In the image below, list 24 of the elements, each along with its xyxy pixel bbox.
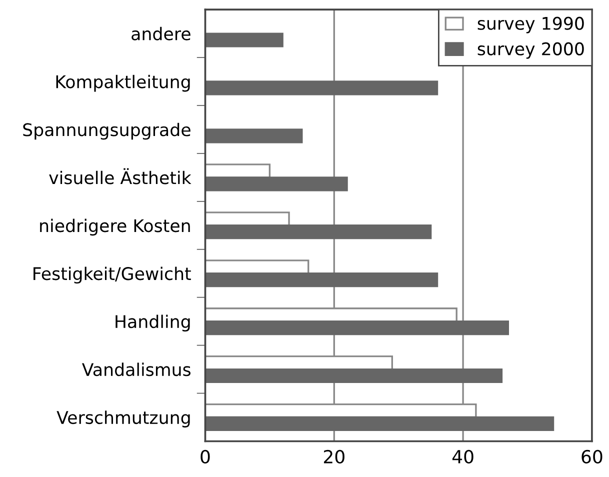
y-tick-label: Handling xyxy=(116,314,190,332)
y-tick-label: Spannungsupgrade xyxy=(23,122,190,140)
bar xyxy=(205,176,348,192)
legend-label: survey 2000 xyxy=(478,42,584,59)
x-tick-label: 60 xyxy=(582,450,602,464)
x-tick-label: 0 xyxy=(200,450,210,464)
bar xyxy=(205,32,284,48)
bar xyxy=(205,224,432,240)
bar xyxy=(205,368,503,384)
y-tick-label: niedrigere Kosten xyxy=(40,218,190,236)
y-tick-label: visuelle Ästhetik xyxy=(49,168,192,184)
bar xyxy=(205,320,509,336)
y-tick-label: andere xyxy=(132,26,190,40)
bar xyxy=(205,272,438,288)
y-tick-label: Kompaktleitung xyxy=(56,74,190,92)
y-tick-label: Verschmutzung xyxy=(56,410,190,428)
x-tick-label: 20 xyxy=(324,450,344,464)
y-tick-label: Vandalismus xyxy=(82,362,190,376)
bar xyxy=(205,416,554,432)
y-tick-label: Festigkeit/Gewicht xyxy=(34,266,191,284)
legend-label: survey 1990 xyxy=(478,16,584,34)
bar xyxy=(205,80,438,96)
x-tick-label: 40 xyxy=(452,450,474,464)
bar xyxy=(205,128,303,144)
